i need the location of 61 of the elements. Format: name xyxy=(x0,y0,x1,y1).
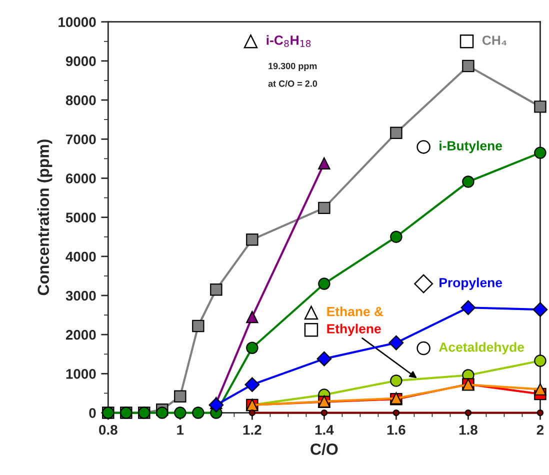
x-tick-label: 0.8 xyxy=(99,424,118,435)
point xyxy=(246,233,258,246)
y-tick-label: 3000 xyxy=(66,290,96,301)
point xyxy=(460,300,476,316)
point xyxy=(210,284,222,296)
point xyxy=(316,351,332,366)
point xyxy=(244,377,260,392)
legend-label: Acetaldehyde xyxy=(439,342,524,354)
legend-label: i-C$_{8}$H$_{18}$ xyxy=(266,35,311,48)
point xyxy=(156,406,168,419)
point xyxy=(208,398,224,412)
legend-label: Propylene xyxy=(440,278,502,290)
y-tick-label: 0 xyxy=(89,408,96,418)
legend-label: Ethane & xyxy=(327,306,384,316)
x-tick-label: 1 xyxy=(177,425,184,435)
point xyxy=(390,126,402,139)
x-tick-label: 1.2 xyxy=(243,424,262,435)
x-tick-label: 2 xyxy=(536,424,544,435)
point xyxy=(532,302,548,317)
annotation: at C/O = 2.0 xyxy=(268,80,318,87)
point xyxy=(534,383,546,396)
point xyxy=(246,342,258,354)
point xyxy=(318,278,330,290)
point xyxy=(390,230,402,243)
annotation: 19.300 ppm xyxy=(268,62,317,72)
y-tick-label: 8000 xyxy=(66,95,96,106)
point xyxy=(534,146,546,159)
x-tick-label: 1.4 xyxy=(315,425,334,435)
point xyxy=(534,100,546,113)
x-tick-label: 1.6 xyxy=(387,424,406,435)
point xyxy=(534,354,546,367)
point xyxy=(174,406,186,419)
point xyxy=(246,310,258,324)
y-tick-label: 5000 xyxy=(66,212,96,222)
legend-label: CH₄ xyxy=(482,36,507,46)
point xyxy=(320,409,328,416)
point xyxy=(462,176,474,188)
y-tick-label: 10000 xyxy=(58,17,96,28)
point xyxy=(318,157,330,170)
y-tick-label: 7000 xyxy=(66,134,96,144)
point xyxy=(536,409,544,416)
y-tick-label: 1000 xyxy=(66,369,96,379)
point xyxy=(462,60,474,72)
point xyxy=(390,374,402,387)
y-tick-label: 2000 xyxy=(66,330,96,340)
point xyxy=(388,335,404,350)
y-tick-label: 6000 xyxy=(66,174,96,184)
x-axis-title: C/O xyxy=(310,443,338,455)
x-tick-label: 1.8 xyxy=(459,424,478,435)
y-tick-label: 4000 xyxy=(66,252,96,262)
point xyxy=(192,320,204,332)
point xyxy=(192,406,204,419)
point xyxy=(318,202,330,214)
legend-label: Ethylene xyxy=(327,324,381,336)
point xyxy=(248,409,256,416)
point xyxy=(464,409,472,416)
point xyxy=(392,409,400,416)
point xyxy=(174,390,186,402)
y-tick-label: 9000 xyxy=(66,56,96,66)
y-axis-title: Concentration (ppm) xyxy=(37,140,52,296)
legend-label: i-Butylene xyxy=(440,140,502,154)
